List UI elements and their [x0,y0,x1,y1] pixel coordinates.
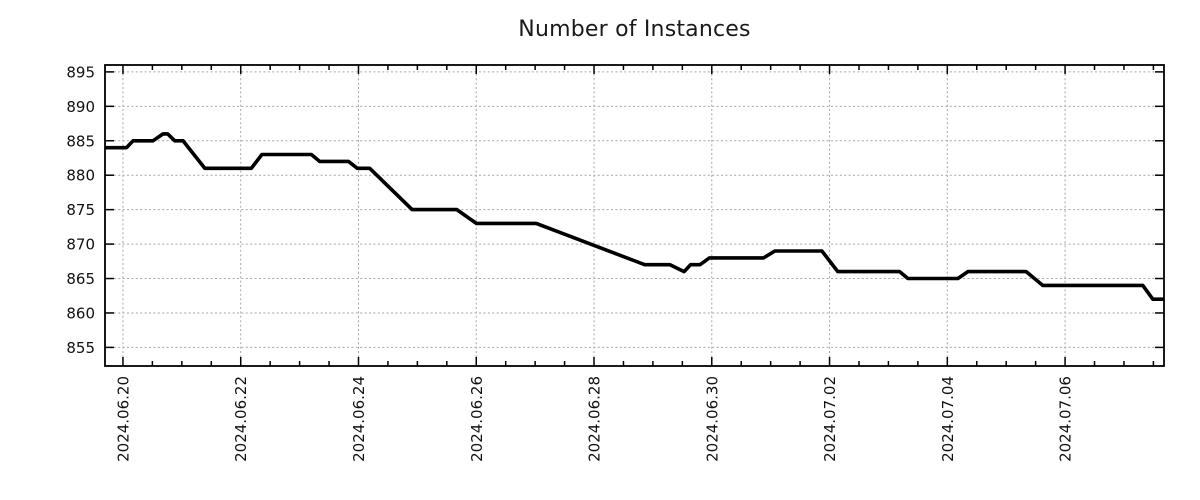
y-tick-label: 885 [66,132,95,150]
y-tick-label: 895 [66,63,95,81]
y-tick-label: 860 [66,304,95,322]
y-tick-label: 890 [66,98,95,116]
x-tick-label: 2024.06.26 [468,376,486,462]
x-tick-label: 2024.06.22 [232,376,250,462]
x-tick-labels: 2024.06.20 2024.06.22 2024.06.24 2024.06.26… [114,376,1074,462]
series-line-instances [105,132,1164,302]
x-tick-label: 2024.06.20 [114,376,132,462]
x-tick-label: 2024.07.06 [1057,376,1075,462]
y-tick-label: 875 [66,201,95,219]
y-tick-labels: 855 860 865 870 875 880 885 890 895 [66,63,95,357]
tick-marks [105,65,1164,366]
chart-title: Number of Instances [518,17,751,42]
y-tick-label: 880 [66,167,95,185]
y-tick-label: 855 [66,339,95,357]
axis-border [104,64,1165,367]
y-tick-label: 865 [66,270,95,288]
x-tick-label: 2024.07.04 [939,376,957,462]
y-tick-label: 870 [66,236,95,254]
x-tick-label: 2024.06.28 [586,376,604,462]
x-tick-label: 2024.07.02 [821,376,839,462]
x-tick-label: 2024.06.30 [703,376,721,462]
x-tick-label: 2024.06.24 [350,376,368,462]
grid-lines [105,65,1164,366]
